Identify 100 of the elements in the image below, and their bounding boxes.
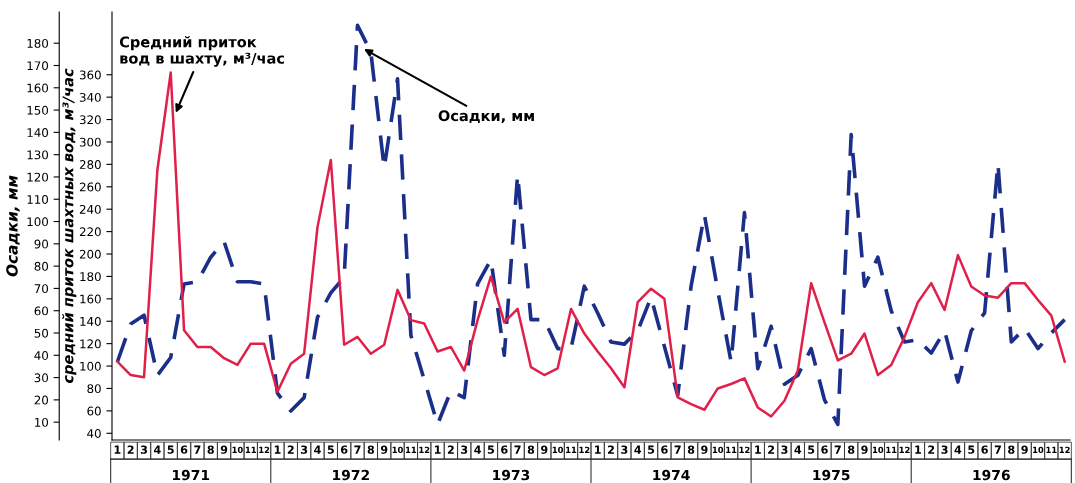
x-tick-label: 11	[566, 446, 577, 453]
x-tick-label: 10	[712, 446, 724, 454]
x-tick-label: 4	[634, 445, 642, 454]
x-tick-label: 10	[1033, 446, 1044, 454]
x-tick-label: 3	[461, 445, 468, 454]
y-tick-label: 120	[27, 172, 49, 182]
x-tick-label: 2	[447, 445, 454, 454]
y2-tick-label: 320	[79, 115, 101, 125]
y2-tick-label: 80	[87, 384, 101, 394]
x-tick-label: 1	[274, 445, 281, 454]
x-tick-label: 7	[514, 445, 521, 454]
x-tick-label: 12	[419, 446, 430, 453]
x-tick-label: 4	[794, 445, 802, 454]
x-tick-label: 5	[968, 445, 975, 454]
y-tick-label: 70	[34, 284, 49, 294]
y-tick-label: 180	[27, 38, 49, 48]
x-tick-label: 11	[1046, 446, 1057, 453]
x-tick-label: 1	[114, 445, 121, 454]
x-tick-label: 6	[821, 445, 828, 454]
x-tick-label: 4	[474, 445, 481, 454]
x-tick-label: 6	[661, 445, 668, 454]
y-tick-label: 90	[34, 239, 49, 249]
y2-tick-label: 260	[79, 182, 101, 192]
y-tick-label: 30	[34, 373, 49, 383]
x-tick-label: 9	[861, 445, 868, 454]
x-tick-label: 2	[608, 445, 614, 454]
x-tick-label: 6	[180, 445, 188, 454]
y2-tick-label: 160	[80, 294, 101, 304]
x-tick-label: 10	[232, 446, 243, 454]
x-tick-label: 7	[834, 445, 841, 454]
y2-tick-label: 340	[79, 92, 101, 102]
y-tick-label: 100	[27, 217, 49, 227]
y2-axis-title: средний приток шахтных вод, м³/час	[62, 68, 77, 384]
x-tick-label: 2	[768, 445, 775, 454]
x-tick-label: 6	[340, 445, 348, 454]
y-tick-label: 50	[34, 328, 49, 338]
y-tick-label: 10	[35, 417, 49, 427]
text: 1973	[493, 469, 530, 481]
y-tick-label: 170	[27, 61, 49, 71]
x-tick-label: 2	[928, 445, 935, 454]
y2-tick-label: 280	[79, 160, 101, 170]
x-tick-label: 5	[167, 445, 174, 454]
x-tick-label: 2	[127, 445, 134, 454]
x-tick-label: 4	[314, 445, 321, 454]
x-tick-label: 8	[1008, 445, 1015, 454]
y-tick-label: 110	[27, 194, 49, 204]
x-tick-label: 7	[194, 445, 201, 454]
y-tick-label: 150	[27, 105, 49, 115]
x-tick-label: 1	[755, 445, 761, 454]
x-tick-label: 8	[847, 445, 855, 454]
y-tick-label: 140	[27, 128, 49, 138]
x-tick-label: 3	[301, 445, 308, 454]
y-tick-label: 60	[34, 306, 49, 316]
x-tick-label: 5	[487, 445, 495, 454]
x-tick-label: 3	[941, 445, 948, 454]
x-tick-label: 8	[687, 445, 695, 454]
y-tick-label: 20	[34, 395, 49, 405]
x-tick-label: 4	[954, 445, 962, 454]
text: 1971	[172, 469, 210, 481]
y2-tick-label: 220	[79, 227, 101, 237]
x-tick-label: 4	[154, 445, 161, 454]
x-tick-label: 1	[434, 445, 441, 454]
x-tick-label: 5	[648, 445, 655, 454]
x-tick-label: 5	[327, 445, 334, 454]
x-tick-label: 9	[380, 445, 388, 454]
y-tick-label: 130	[27, 150, 49, 160]
x-tick-label: 11	[886, 446, 897, 453]
x-tick-label: 9	[220, 445, 228, 454]
x-tick-label: 3	[140, 445, 147, 454]
x-tick-label: 8	[207, 445, 214, 454]
y2-tick-label: 120	[80, 339, 101, 349]
x-tick-label: 12	[259, 446, 270, 453]
x-tick-label: 9	[541, 445, 548, 454]
y2-tick-label: 60	[87, 406, 101, 416]
x-tick-label: 9	[701, 445, 708, 454]
y2-tick-label: 180	[80, 272, 101, 282]
x-tick-label: 8	[367, 445, 375, 454]
x-tick-label: 8	[527, 445, 535, 454]
text: 1972	[333, 469, 369, 481]
x-tick-label: 3	[621, 445, 628, 454]
x-tick-label: 12	[899, 446, 910, 453]
y2-tick-label: 40	[87, 429, 101, 438]
text: 1975	[813, 469, 850, 481]
x-tick-label: 2	[287, 445, 294, 454]
x-tick-label: 9	[1021, 445, 1028, 454]
x-tick-label: 11	[245, 446, 256, 453]
y-tick-label: 80	[34, 261, 49, 271]
y-tick-label: 40	[34, 351, 49, 360]
x-tick-label: 12	[579, 446, 590, 453]
x-tick-label: 11	[726, 446, 737, 453]
x-tick-label: 12	[739, 446, 750, 453]
x-tick-label: 10	[392, 446, 403, 454]
x-tick-label: 7	[994, 445, 1001, 454]
text: Средний приток вод в шахту, м³/час	[119, 36, 285, 67]
text: Осадки, мм	[438, 110, 534, 124]
x-tick-label: 7	[354, 445, 361, 454]
x-tick-label: 1	[915, 445, 921, 454]
x-tick-label: 1	[595, 445, 601, 454]
x-tick-label: 7	[674, 445, 681, 454]
y2-tick-label: 240	[79, 204, 101, 214]
